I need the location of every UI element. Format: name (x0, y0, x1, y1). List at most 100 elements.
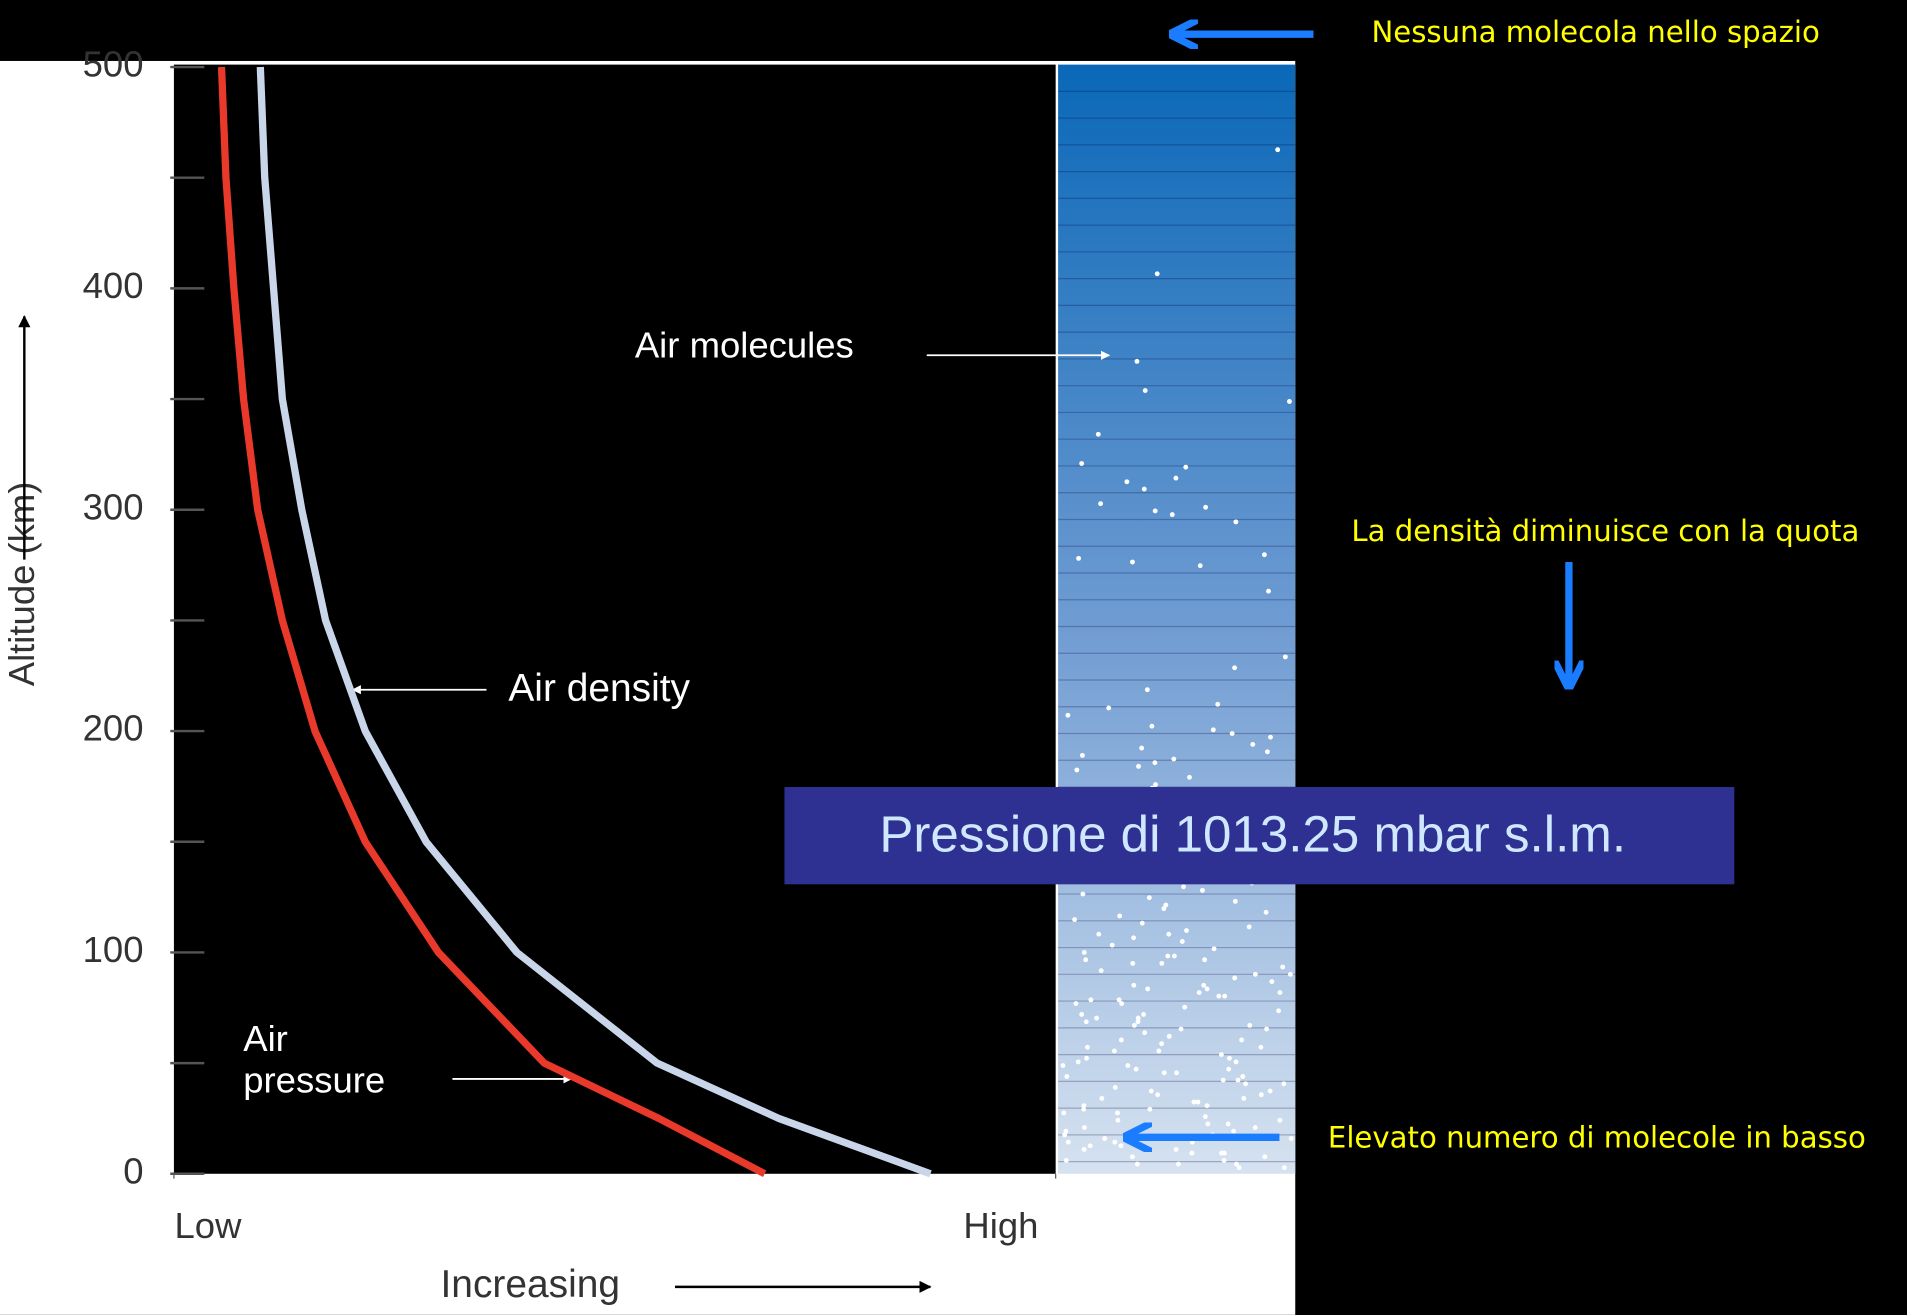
molecule (1066, 1140, 1071, 1145)
molecule (1061, 1063, 1066, 1068)
x-tick-label: Low (175, 1205, 243, 1246)
molecule (1094, 1016, 1099, 1021)
molecule (1130, 1154, 1135, 1159)
molecule (1268, 1089, 1273, 1094)
molecule (1116, 1118, 1121, 1123)
molecule (1174, 1070, 1179, 1075)
molecule (1119, 1001, 1124, 1006)
molecule (1216, 994, 1221, 999)
molecule (1112, 1140, 1117, 1145)
molecule (1187, 775, 1192, 780)
y-tick-label: 100 (83, 929, 144, 970)
molecule (1173, 476, 1178, 481)
annotation: Nessuna molecola nello spazio (1371, 15, 1819, 49)
molecule (1232, 976, 1237, 981)
molecule (1262, 552, 1267, 557)
molecule (1236, 1078, 1241, 1083)
molecule (1172, 954, 1177, 959)
molecule (1112, 1049, 1117, 1054)
molecule (1136, 1019, 1141, 1024)
molecule (1239, 1038, 1244, 1043)
molecule (1142, 1030, 1147, 1035)
molecule (1264, 910, 1269, 915)
molecule (1264, 1027, 1269, 1032)
molecule (1233, 519, 1238, 524)
molecule (1081, 1107, 1086, 1112)
molecule (1240, 1074, 1245, 1079)
molecule (1203, 505, 1208, 510)
molecule (1203, 1114, 1208, 1119)
molecule (1281, 1081, 1286, 1086)
molecule (1149, 1089, 1154, 1094)
molecule (1082, 1125, 1087, 1130)
molecule (1165, 954, 1170, 959)
molecule (1176, 1162, 1181, 1167)
molecule (1253, 1125, 1258, 1130)
molecule (1170, 512, 1175, 517)
molecule (1064, 1074, 1069, 1079)
molecule (1262, 1154, 1267, 1159)
molecule (1226, 1067, 1231, 1072)
molecule (1174, 1147, 1179, 1152)
molecule (1232, 665, 1237, 670)
molecule (1098, 501, 1103, 506)
molecule (1237, 1165, 1242, 1170)
molecule (1117, 914, 1122, 919)
molecule (1243, 1081, 1248, 1086)
legend-label: Air pressure (243, 1019, 413, 1102)
molecule-column (1058, 65, 1295, 1174)
molecule (1147, 895, 1152, 900)
molecule (1147, 1107, 1152, 1112)
molecule (1130, 961, 1135, 966)
molecule (1140, 921, 1145, 926)
legend-label-box: Air pressure (243, 1019, 425, 1116)
molecule (1134, 1067, 1139, 1072)
x-tick-label: High (963, 1205, 1038, 1246)
molecule (1227, 1056, 1232, 1061)
molecule (1277, 990, 1282, 995)
molecule (1131, 983, 1136, 988)
molecule (1205, 1103, 1210, 1108)
molecule (1184, 928, 1189, 933)
molecule (1181, 884, 1186, 889)
molecule (1153, 509, 1158, 514)
molecule (1250, 742, 1255, 747)
chart: Altitude (km) Increasing Air molecules N… (0, 0, 1907, 1315)
molecule (1099, 1096, 1104, 1101)
molecule (1135, 1162, 1140, 1167)
molecule (1258, 1045, 1263, 1050)
molecule (1064, 1158, 1069, 1163)
molecule (1167, 1034, 1172, 1039)
molecule (1197, 990, 1202, 995)
molecule (1212, 946, 1217, 951)
molecule (1136, 764, 1141, 769)
molecule (1130, 560, 1135, 565)
molecule (1201, 983, 1206, 988)
molecule (1231, 1129, 1236, 1134)
molecule (1265, 749, 1270, 754)
molecule (1277, 1118, 1282, 1123)
y-tick-label: 0 (123, 1150, 143, 1191)
molecule (1161, 906, 1166, 911)
molecule (1084, 1056, 1089, 1061)
molecule (1222, 1158, 1227, 1163)
molecule (1230, 731, 1235, 736)
molecule (1085, 1045, 1090, 1050)
molecule (1082, 1147, 1087, 1152)
molecule (1079, 1012, 1084, 1017)
molecule (1247, 924, 1252, 929)
molecule (1266, 589, 1271, 594)
molecule (1079, 461, 1084, 466)
molecule (1082, 950, 1087, 955)
page: Altitude (km) Increasing Air molecules N… (0, 0, 1907, 1315)
molecule (1259, 1092, 1264, 1097)
column-label: Air molecules (635, 325, 854, 366)
molecule (1141, 1012, 1146, 1017)
molecule (1102, 1136, 1107, 1141)
molecule (1211, 727, 1216, 732)
legend-label: Air density (508, 667, 690, 710)
molecule (1195, 1100, 1200, 1105)
molecule (1159, 961, 1164, 966)
molecule (1061, 1111, 1066, 1116)
molecule (1106, 706, 1111, 711)
